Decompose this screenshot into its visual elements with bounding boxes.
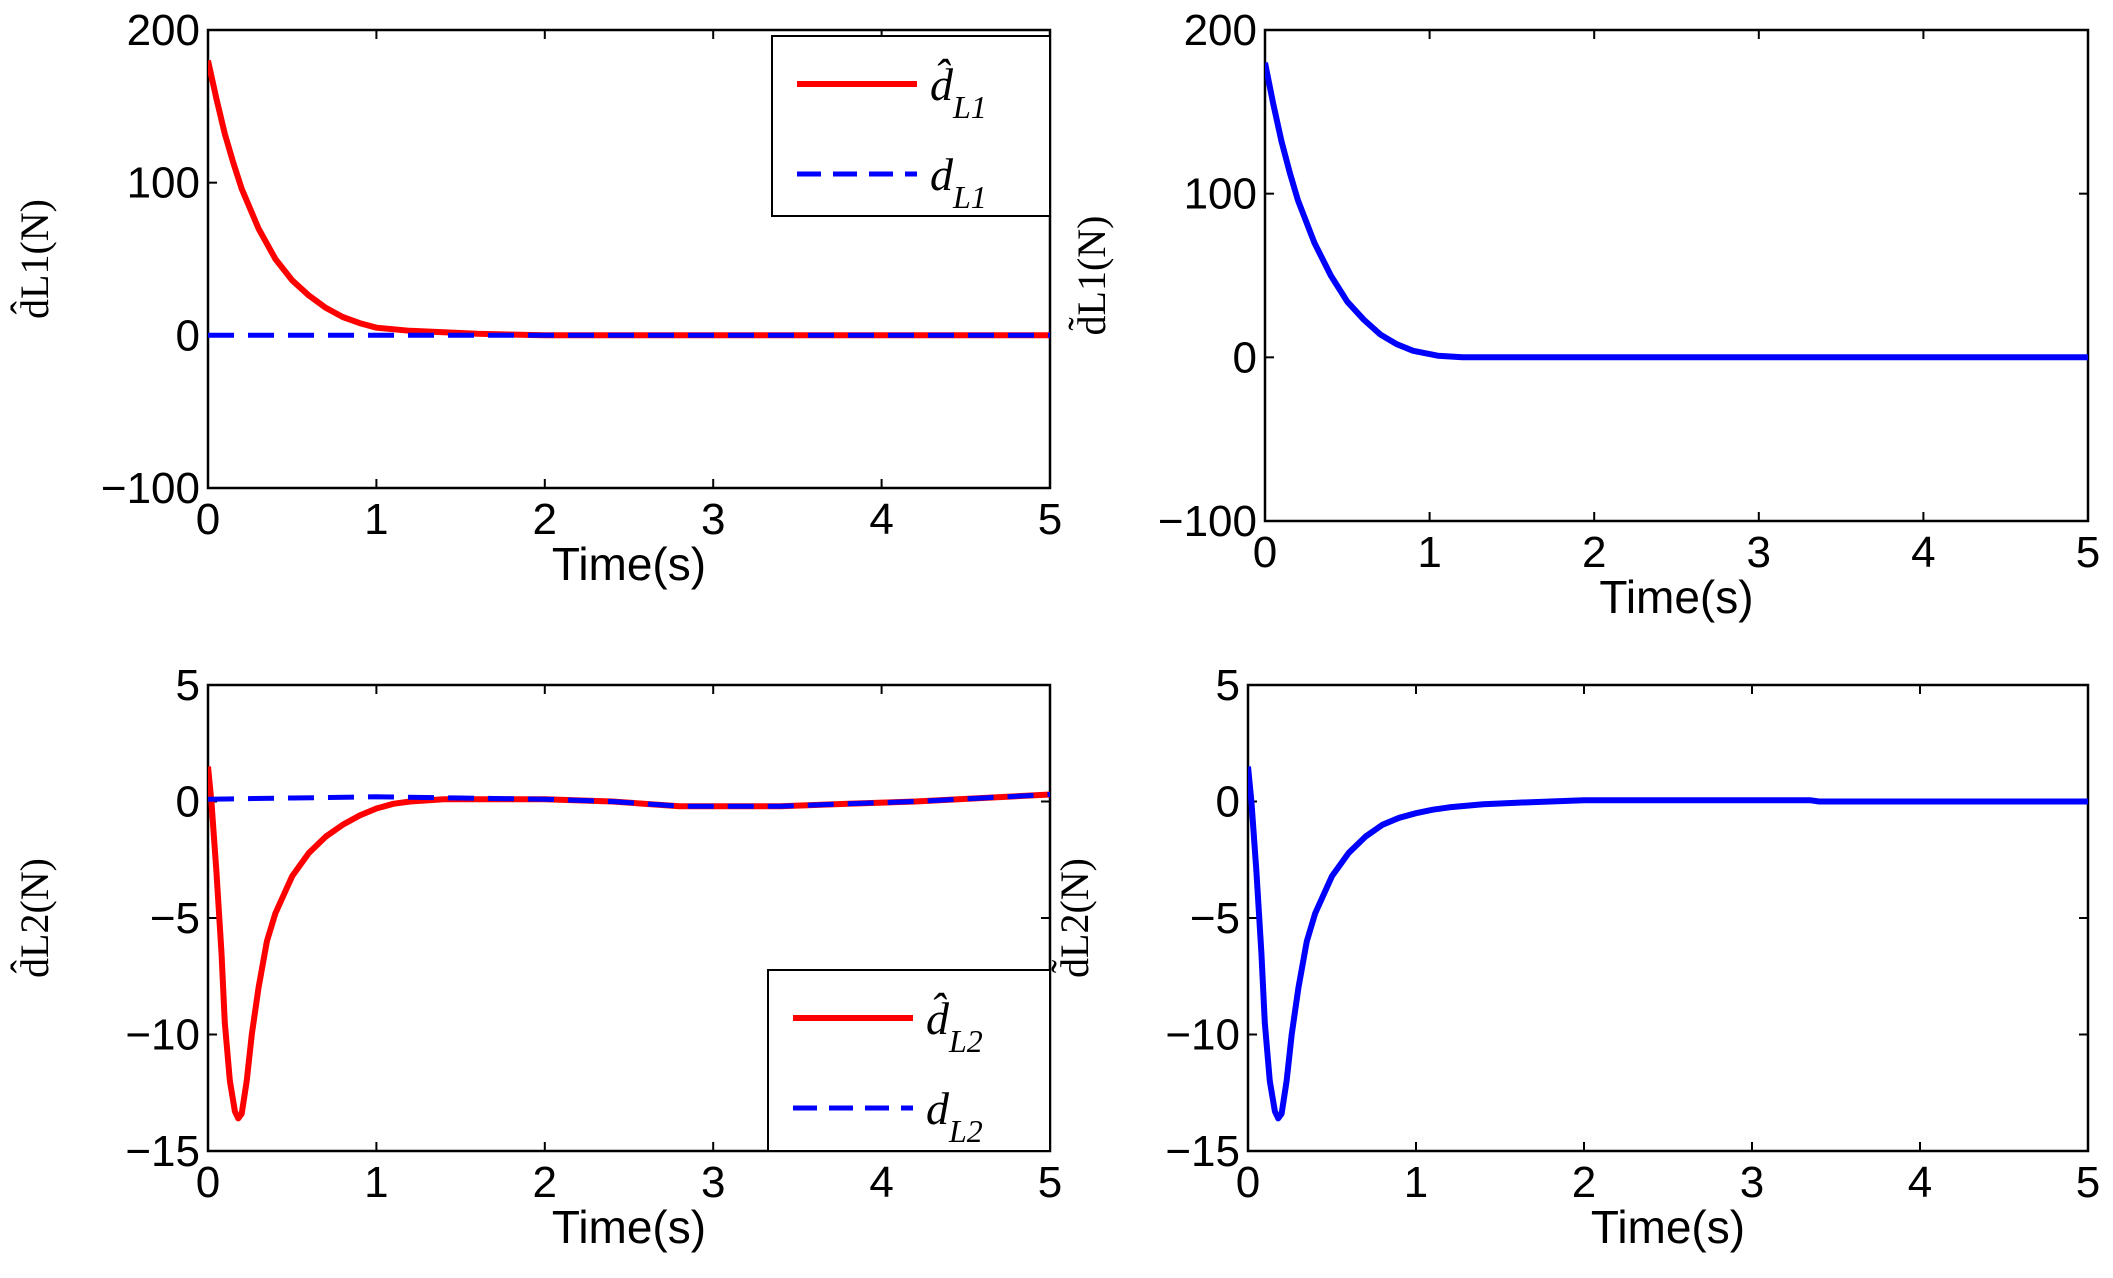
- y-tick-label: −10: [1165, 1011, 1240, 1060]
- x-tick-label: 5: [1038, 495, 1062, 544]
- y-tick-label: −100: [101, 464, 200, 513]
- x-tick-label: 0: [1253, 528, 1277, 577]
- x-tick-label: 2: [1582, 528, 1606, 577]
- legend-box: [767, 969, 1051, 1152]
- x-axis-label: Time(s): [552, 538, 706, 590]
- plot-frame: [1263, 28, 2090, 523]
- y-axis-label: d̂L1(N): [11, 199, 57, 319]
- y-tick-label: −5: [1190, 894, 1240, 943]
- x-tick-label: 3: [1747, 528, 1771, 577]
- series-line-d̃L1: [1265, 62, 2088, 361]
- x-tick-label: 1: [364, 1158, 388, 1207]
- panel-p3: 0 1 2 3 4 5 −15 −10 −5 0 5 Time(s) d̂L2(N) d̂L2 dL2: [11, 661, 1063, 1253]
- y-tick-label: 100: [1184, 170, 1257, 219]
- y-axis-label: d̂L2(N): [11, 858, 57, 978]
- y-tick-label: 100: [127, 159, 200, 208]
- x-axis-label: Time(s): [552, 1201, 706, 1253]
- x-axis-label: Time(s): [1599, 571, 1753, 623]
- y-tick-label: 200: [1184, 6, 1257, 55]
- y-tick-label: −10: [125, 1011, 200, 1060]
- x-tick-label: 0: [196, 495, 220, 544]
- x-tick-label: 4: [869, 495, 893, 544]
- x-tick-label: 3: [1740, 1158, 1764, 1207]
- x-tick-label: 1: [364, 495, 388, 544]
- x-tick-label: 1: [1417, 528, 1441, 577]
- legend-label: d̂L2: [926, 993, 983, 1059]
- y-tick-label: 0: [1216, 778, 1240, 827]
- x-tick-label: 5: [2076, 1158, 2100, 1207]
- x-tick-label: 0: [1236, 1158, 1260, 1207]
- x-tick-label: 3: [701, 1158, 725, 1207]
- y-tick-label: −15: [125, 1127, 200, 1176]
- y-tick-label: −5: [150, 894, 200, 943]
- x-tick-label: 2: [533, 495, 557, 544]
- x-tick-label: 0: [196, 1158, 220, 1207]
- legend: d̂L1 dL1: [771, 35, 1051, 217]
- y-tick-label: 5: [176, 661, 200, 710]
- y-tick-label: −100: [1158, 497, 1257, 546]
- y-tick-label: 5: [1216, 661, 1240, 710]
- x-tick-label: 3: [701, 495, 725, 544]
- legend-box: [771, 35, 1051, 217]
- y-tick-label: −15: [1165, 1127, 1240, 1176]
- x-tick-label: 4: [1908, 1158, 1932, 1207]
- x-tick-label: 2: [1572, 1158, 1596, 1207]
- y-tick-label: 0: [176, 311, 200, 360]
- x-tick-label: 4: [1911, 528, 1935, 577]
- panel-p4: 0 1 2 3 4 5 −15 −10 −5 0 5 Time(s) d̃L2(N): [1052, 661, 2101, 1253]
- legend-label: dL2: [926, 1083, 983, 1149]
- x-tick-label: 5: [2076, 528, 2100, 577]
- x-axis-label: Time(s): [1591, 1201, 1745, 1253]
- series-line-d̃L2: [1248, 766, 2088, 1122]
- x-tick-label: 2: [533, 1158, 557, 1207]
- legend-label: d̂L1: [930, 59, 987, 125]
- y-tick-label: 0: [1233, 333, 1257, 382]
- x-tick-label: 1: [1404, 1158, 1428, 1207]
- y-axis-label: d̃L1(N): [1069, 216, 1114, 336]
- series-line-dL2: [208, 792, 1050, 809]
- y-axis-label: d̃L2(N): [1052, 858, 1097, 978]
- legend: d̂L2 dL2: [767, 969, 1051, 1152]
- y-tick-label: 0: [176, 778, 200, 827]
- y-tick-label: 200: [127, 6, 200, 55]
- x-tick-label: 4: [869, 1158, 893, 1207]
- legend-label: dL1: [930, 149, 987, 215]
- x-tick-label: 5: [1038, 1158, 1062, 1207]
- plot-frame: [1246, 683, 2090, 1153]
